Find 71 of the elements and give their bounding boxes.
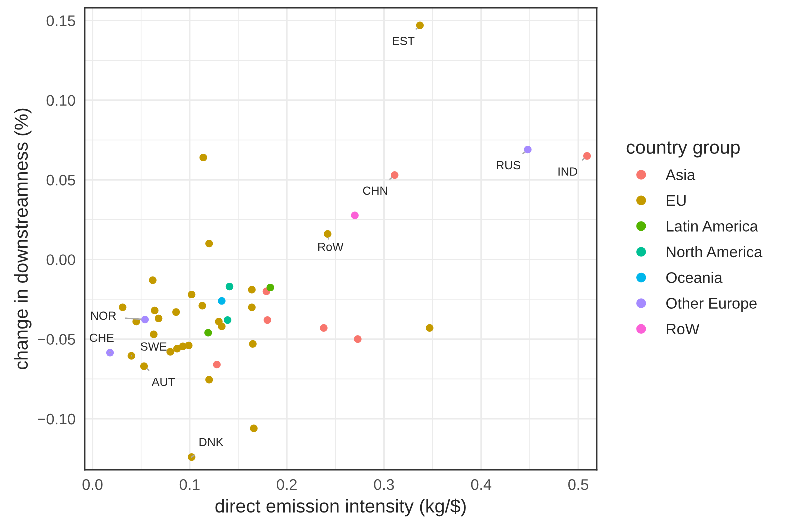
point bbox=[226, 282, 234, 291]
point bbox=[172, 308, 180, 316]
annotation: CHN bbox=[363, 186, 388, 196]
point bbox=[198, 302, 206, 310]
annotation: EST bbox=[393, 37, 415, 46]
point bbox=[266, 284, 274, 292]
point bbox=[213, 361, 221, 369]
point bbox=[204, 329, 212, 337]
legend-title: country group bbox=[626, 142, 740, 158]
legend-label: Latin America bbox=[667, 220, 758, 232]
y-tick-label: −0.10 bbox=[38, 414, 76, 425]
point bbox=[141, 316, 150, 324]
point bbox=[248, 304, 256, 312]
point bbox=[149, 276, 157, 284]
annotation: CHE bbox=[90, 334, 114, 342]
legend-label: Oceania bbox=[666, 272, 723, 284]
point bbox=[206, 240, 214, 248]
point bbox=[206, 376, 214, 384]
x-tick-label: 0.0 bbox=[82, 479, 103, 490]
x-tick-label: 0.4 bbox=[471, 479, 492, 490]
annotation: RUS bbox=[497, 161, 520, 170]
x-axis-title: direct emission intensity (kg/$) bbox=[216, 498, 466, 517]
y-tick-label: −0.05 bbox=[38, 334, 76, 346]
y-tick-label: 0.05 bbox=[46, 174, 76, 186]
annotation: DNK bbox=[200, 438, 224, 446]
annotation: AUT bbox=[152, 378, 176, 386]
annotation: SWE bbox=[140, 342, 167, 351]
point bbox=[391, 171, 399, 180]
annotation: NOR bbox=[91, 312, 116, 320]
point bbox=[250, 424, 258, 432]
point bbox=[128, 352, 136, 360]
x-tick-label: 0.1 bbox=[180, 479, 200, 490]
point bbox=[249, 340, 257, 348]
annotation: RoW bbox=[318, 243, 344, 252]
y-tick-label: 0.15 bbox=[46, 16, 76, 26]
point bbox=[106, 349, 114, 357]
point bbox=[426, 324, 434, 332]
point bbox=[248, 286, 256, 294]
legend-label: EU bbox=[667, 196, 686, 206]
point bbox=[188, 290, 196, 299]
legend-label: RoW bbox=[667, 324, 700, 335]
y-tick-label: 0.00 bbox=[46, 254, 76, 266]
point bbox=[324, 230, 332, 238]
point bbox=[583, 152, 592, 160]
point bbox=[185, 342, 193, 350]
point bbox=[416, 22, 424, 30]
x-tick-label: 0.3 bbox=[374, 479, 394, 490]
point bbox=[351, 212, 359, 220]
point bbox=[218, 297, 226, 305]
point bbox=[354, 336, 362, 344]
point bbox=[218, 322, 226, 330]
point bbox=[150, 330, 158, 338]
y-tick-label: 0.10 bbox=[46, 95, 76, 106]
point bbox=[173, 345, 182, 353]
point bbox=[119, 304, 127, 312]
point bbox=[140, 362, 148, 370]
point bbox=[200, 154, 208, 162]
point bbox=[524, 146, 532, 154]
legend-label: North America bbox=[667, 246, 763, 258]
legend-label: Other Europe bbox=[666, 298, 757, 312]
point bbox=[166, 348, 174, 356]
x-tick-label: 0.5 bbox=[568, 479, 589, 490]
x-tick-label: 0.2 bbox=[277, 479, 297, 490]
annotation: IND bbox=[558, 168, 578, 176]
point bbox=[224, 316, 232, 324]
point bbox=[151, 306, 159, 314]
legend-label: Asia bbox=[666, 169, 696, 180]
point bbox=[264, 316, 272, 324]
point bbox=[320, 324, 328, 332]
y-axis-title: change in downstreamness (%) bbox=[14, 108, 32, 370]
point bbox=[155, 314, 163, 322]
